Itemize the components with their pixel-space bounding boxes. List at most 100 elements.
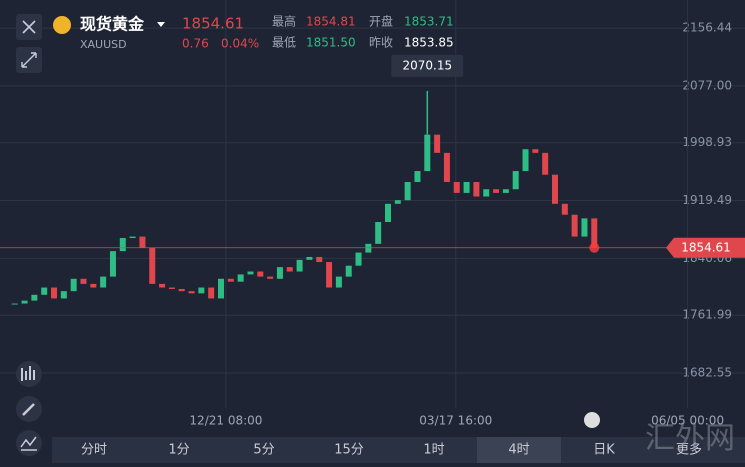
symbol: XAUUSD [80,38,127,51]
toolbar [16,14,42,456]
candle [286,267,293,272]
change-pct: 0.04% [221,37,259,51]
candle [542,152,549,175]
candle [473,181,480,197]
candle [591,218,598,248]
tab[interactable]: 分时 [81,443,107,458]
watermark: 汇外网 [645,421,735,456]
candle [41,287,48,295]
tab[interactable]: 1分 [168,443,189,458]
tab[interactable]: 5分 [253,443,274,458]
candle [571,214,578,237]
y-tick-label: 1682.55 [682,366,732,380]
header: 现货黄金 XAUUSD 1854.61 0.76 0.04% 最高 1854.8… [53,14,454,51]
candle [306,256,313,260]
tab[interactable]: 15分 [334,443,364,458]
candle [31,294,38,301]
cursor-dot[interactable] [584,412,600,428]
candle [375,222,382,244]
candle [551,174,558,204]
candle [316,256,323,263]
candle [208,287,215,299]
indicator-icon [21,366,35,381]
candle [493,189,500,193]
tab[interactable]: 日K [593,443,615,458]
candle [159,283,166,288]
candle [168,287,175,289]
candle [581,218,588,237]
dropdown-caret[interactable] [157,22,165,27]
x-tick-label: 06/05 00:00 [651,414,724,428]
candle [355,252,362,266]
tab-active-bg [477,437,561,463]
candle [443,152,450,182]
line-icon [20,436,37,451]
peak-label: 2070.15 [402,58,452,72]
candle [247,271,254,275]
y-tick-label: 1919.49 [682,193,732,207]
tab[interactable]: 4时 [508,443,529,458]
candle [51,287,58,299]
candle [218,278,225,299]
stat-label: 昨收 [369,36,393,50]
candle [11,303,18,305]
candle [198,287,205,294]
y-tick-label: 1761.99 [682,308,732,322]
close-icon [22,20,36,34]
expand-icon [21,52,37,68]
last-price-tag [666,237,745,258]
last-price-label: 1854.61 [681,240,731,254]
tab[interactable]: 1时 [423,443,444,458]
candle [522,149,529,172]
stat-value: 1854.81 [306,15,356,29]
change: 0.76 [182,37,209,51]
plot: 2156.442077.001998.931919.491840.061761.… [0,0,745,428]
tab[interactable]: 更多 [676,442,702,458]
candle [276,267,283,279]
candle [512,171,519,190]
candle [80,278,87,284]
tab-bar-bg [52,437,745,463]
candle [21,300,28,304]
candle [384,203,391,223]
candle [365,243,372,253]
stat-label: 最高 [272,14,296,29]
candle [267,276,274,279]
stat-value: 1853.71 [404,15,454,29]
candle [109,251,116,277]
candle [335,276,342,288]
y-tick-label: 1998.93 [682,135,732,149]
x-tick-label: 12/21 08:00 [189,414,262,428]
candle [296,259,303,272]
last-price-glow [589,242,600,253]
peak-label-bg [391,54,464,77]
candle [227,278,234,282]
candle [404,181,411,201]
y-tick-label: 2156.44 [682,21,732,35]
candle [129,236,136,239]
stat-value: 1851.50 [306,36,356,50]
candle [149,247,156,284]
candle [394,200,401,204]
pencil-icon [22,403,35,416]
title: 现货黄金 [80,15,145,34]
stat-value: 1853.85 [404,36,454,50]
candle [345,265,352,277]
candle [561,203,568,215]
candle [414,171,421,182]
candle [119,238,126,252]
candle [188,291,195,294]
candle [257,271,264,277]
candle [237,274,244,282]
candle [463,181,470,193]
stat-label: 最低 [272,36,296,50]
candle [453,181,460,193]
gold-icon [53,16,71,34]
candle [326,262,333,288]
candle [70,278,77,292]
price: 1854.61 [182,15,244,33]
candle [434,134,441,153]
